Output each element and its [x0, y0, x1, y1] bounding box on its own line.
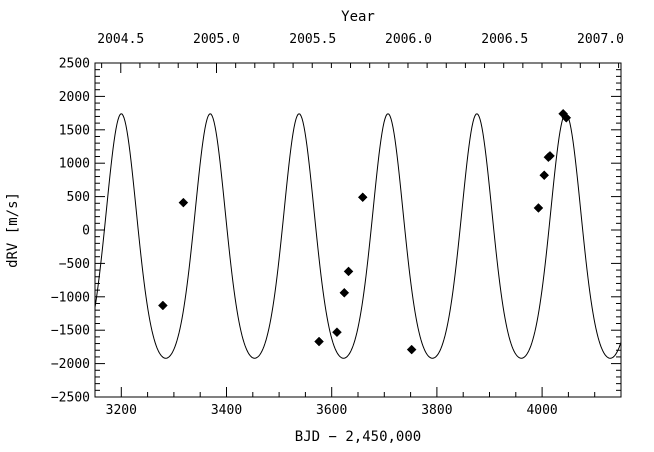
data-point	[533, 203, 544, 213]
y-tick-label: 1500	[59, 123, 90, 138]
x-tick-label: 3600	[316, 403, 347, 418]
top-tick-label: 2006.0	[385, 32, 432, 47]
y-tick-label: −2000	[51, 357, 90, 372]
data-point	[539, 170, 550, 181]
top-tick-label: 2005.5	[289, 32, 336, 47]
y-tick-label: 0	[82, 224, 90, 239]
y-tick-label: 500	[67, 190, 90, 205]
data-point	[158, 300, 168, 311]
data-points	[158, 108, 572, 355]
y-tick-label: 1000	[59, 157, 90, 172]
x-tick-label: 4000	[526, 403, 557, 418]
top-tick-label: 2005.0	[193, 32, 240, 47]
data-point	[545, 150, 555, 161]
data-point	[314, 336, 324, 347]
x-tick-label: 3400	[211, 403, 242, 418]
y-tick-label: 2500	[59, 57, 90, 72]
data-point	[406, 344, 417, 355]
x-tick-label: 3800	[421, 403, 452, 418]
top-tick-label: 2004.5	[97, 32, 144, 47]
top-axis-ticks: 2004.5 2005.0 2005.5 2006.0 2006.5 2007.0	[97, 32, 624, 73]
top-tick-label: 2006.5	[481, 32, 528, 47]
data-point	[561, 112, 572, 123]
y-axis-label: dRV [m/s]	[5, 192, 21, 268]
data-point	[357, 192, 368, 203]
y-tick-label: −1000	[51, 290, 90, 305]
top-axis-label: Year	[341, 9, 375, 25]
plot-frame	[94, 62, 622, 398]
x-axis-label: BJD − 2,450,000	[295, 429, 421, 445]
data-point	[339, 287, 350, 298]
y-tick-label: −1500	[51, 324, 90, 339]
model-curve	[94, 113, 622, 359]
x-axis-ticks: 3200 3400 3600 3800 4000	[94, 387, 622, 418]
y-tick-label: −500	[59, 257, 90, 272]
data-point	[343, 266, 354, 277]
y-axis-ticks: 2500 2000 1500 1000 500 0 −500 −1000 −1500 −2000 −…	[51, 57, 621, 406]
top-tick-label: 2007.0	[577, 32, 624, 47]
y-tick-label: 2000	[59, 90, 90, 105]
data-point	[332, 327, 342, 338]
y-tick-label: −2500	[51, 391, 90, 406]
x-tick-label: 3200	[106, 403, 137, 418]
plot-frame-group	[94, 62, 622, 398]
data-point	[178, 197, 189, 208]
